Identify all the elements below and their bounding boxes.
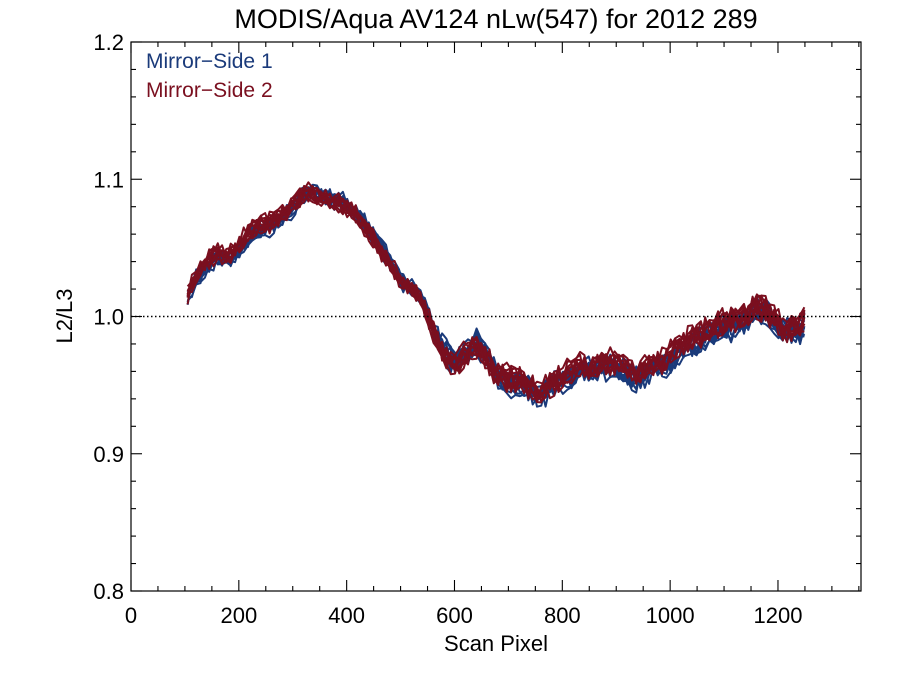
x-tick-label: 1200 [753, 603, 802, 628]
series-2-line [186, 187, 806, 403]
legend-entry-mirror-side-2: Mirror−Side 2 [146, 79, 273, 102]
x-tick-label: 200 [220, 603, 257, 628]
series-2 [186, 181, 806, 404]
chart-title: MODIS/Aqua AV124 nLw(547) for 2012 289 [234, 4, 757, 34]
x-tick-label: 0 [125, 603, 137, 628]
y-tick-label: 1.2 [93, 30, 124, 55]
x-tick-label: 1000 [646, 603, 695, 628]
x-tick-label: 800 [544, 603, 581, 628]
x-tick-label: 400 [328, 603, 365, 628]
y-tick-label: 1.0 [93, 305, 124, 330]
y-tick-label: 0.9 [93, 442, 124, 467]
legend: Mirror−Side 1 Mirror−Side 2 [146, 50, 273, 102]
y-tick-label: 1.1 [93, 167, 124, 192]
legend-entry-mirror-side-1: Mirror−Side 1 [146, 50, 273, 73]
x-axis-label: Scan Pixel [444, 631, 548, 656]
y-axis-label: L2/L3 [52, 288, 77, 343]
series-layer [186, 181, 806, 408]
x-tick-label: 600 [436, 603, 473, 628]
axis-ticks: 0 200 400 600 800 1000 1200 0.8 0.9 1.0 1.1 1.2 [93, 30, 861, 628]
y-tick-label: 0.8 [93, 579, 124, 604]
